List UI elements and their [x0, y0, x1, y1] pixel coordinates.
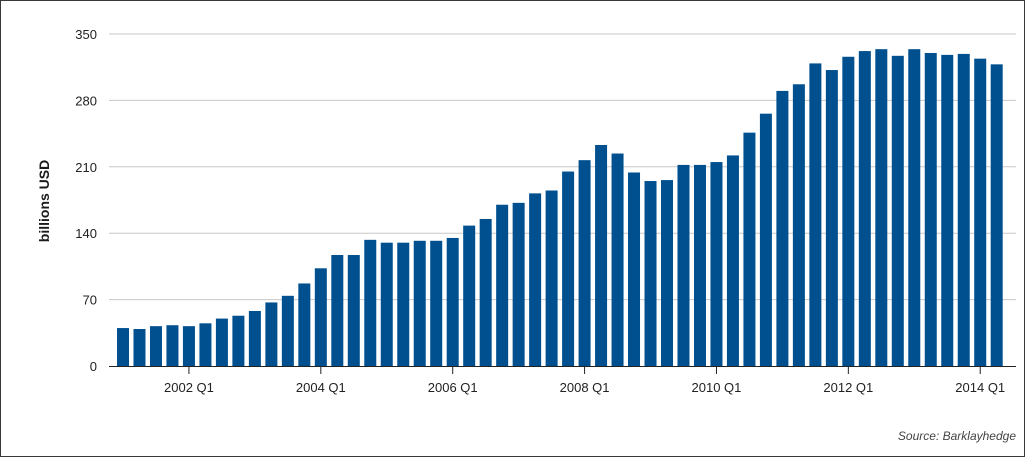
- x-tick-label: 2012 Q1: [823, 380, 873, 395]
- bar: 2012 Q1: 326: [842, 56, 855, 367]
- bar: 2008 Q2: 233: [595, 144, 608, 366]
- bar: 2001 Q4: 43: [166, 325, 179, 366]
- bar: 2004 Q2: 117: [331, 255, 344, 366]
- bar: 2007 Q3: 185: [545, 190, 558, 366]
- bar: 2003 Q3: 74: [281, 295, 294, 366]
- x-tick-label: 2004 Q1: [296, 380, 346, 395]
- bar: 2010 Q1: 215: [710, 162, 723, 366]
- bar: 2010 Q4: 266: [759, 113, 772, 367]
- bar: 2005 Q1: 130: [380, 242, 393, 366]
- bar: 2007 Q2: 182: [529, 193, 542, 366]
- bar: 2011 Q3: 319: [809, 63, 822, 366]
- bar: 2001 Q1: 40: [117, 328, 129, 366]
- bar: 2014 Q1: 324: [974, 58, 987, 366]
- bar: 2001 Q3: 42: [149, 326, 162, 366]
- bar: 2013 Q2: 330: [924, 52, 937, 366]
- bar: 2009 Q2: 196: [661, 180, 673, 366]
- bar: 2013 Q4: 329: [957, 53, 970, 367]
- bar: 2011 Q1: 290: [776, 90, 789, 366]
- bar: 2008 Q4: 204: [628, 172, 641, 366]
- bar: 2004 Q4: 133: [364, 239, 377, 366]
- bar: 2014 Q2: 318: [990, 64, 1003, 366]
- y-tick-label: 0: [90, 359, 97, 374]
- y-tick-label: 140: [75, 226, 97, 241]
- bar: 2009 Q1: 195: [644, 181, 657, 366]
- bar: 2002 Q2: 45: [199, 323, 212, 366]
- y-tick-label: 70: [83, 293, 97, 308]
- bar: 2002 Q1: 42: [182, 326, 195, 366]
- bar: 2009 Q4: 212: [693, 164, 706, 366]
- bar: 2005 Q2: 130: [397, 242, 410, 366]
- bar: 2008 Q3: 224: [611, 153, 624, 366]
- bar: 2002 Q3: 50: [215, 318, 228, 366]
- bar: 2002 Q4: 53: [232, 315, 245, 366]
- bar: 2009 Q3: 212: [677, 164, 690, 366]
- x-tick-label: 2014 Q1: [955, 380, 1005, 395]
- bar: 2012 Q4: 327: [891, 55, 904, 366]
- bar: 2007 Q4: 205: [562, 171, 575, 366]
- bar: 2013 Q1: 334: [908, 49, 921, 367]
- bar: 2006 Q1: 135: [446, 237, 459, 366]
- bar: 2004 Q1: 103: [314, 268, 327, 366]
- bar: 2004 Q3: 117: [347, 255, 360, 366]
- y-tick-label: 280: [75, 93, 97, 108]
- bar: 2012 Q3: 334: [875, 49, 888, 367]
- bar: 2005 Q4: 132: [430, 240, 443, 366]
- bar: 2006 Q3: 155: [479, 218, 492, 366]
- bar: 2003 Q1: 58: [248, 310, 261, 366]
- bar: 2011 Q2: 297: [792, 84, 805, 367]
- axes: 0 70 140 210 280 350 2002 Q1 2004 Q1 2006 Q1 2008…: [75, 27, 1016, 395]
- x-tick-label: 2006 Q1: [428, 380, 478, 395]
- bar: 2008 Q1: 217: [578, 160, 591, 366]
- bar: 2011 Q4: 312: [825, 70, 838, 367]
- bar: 2001 Q2: 39: [133, 329, 146, 366]
- bar: 2005 Q3: 132: [413, 240, 426, 366]
- x-tick-label: 2002 Q1: [164, 380, 214, 395]
- y-tick-label: 210: [75, 160, 97, 175]
- bar: 2006 Q4: 170: [496, 204, 509, 366]
- bar: 2006 Q2: 148: [463, 225, 476, 366]
- bar: 2003 Q2: 67: [265, 302, 278, 366]
- x-tick-label: 2008 Q1: [560, 380, 610, 395]
- bar: 2013 Q3: 328: [941, 54, 954, 367]
- bar: 2012 Q2: 332: [858, 51, 871, 366]
- y-tick-label: 350: [75, 27, 97, 42]
- bar-series: 2001 Q1: 40 2001 Q2: 392001 Q3: 42 2001 Q4…: [117, 49, 1003, 367]
- bar: 2010 Q2: 222: [726, 155, 739, 366]
- bar: 2007 Q1: 172: [512, 202, 525, 366]
- bar: 2003 Q4: 87: [298, 283, 311, 366]
- source-note: Source: Barklayhedge: [897, 429, 1016, 443]
- y-axis-label: billions USD: [36, 160, 52, 242]
- x-tick-label: 2010 Q1: [692, 380, 742, 395]
- bar: 2010 Q3: 246: [743, 132, 756, 366]
